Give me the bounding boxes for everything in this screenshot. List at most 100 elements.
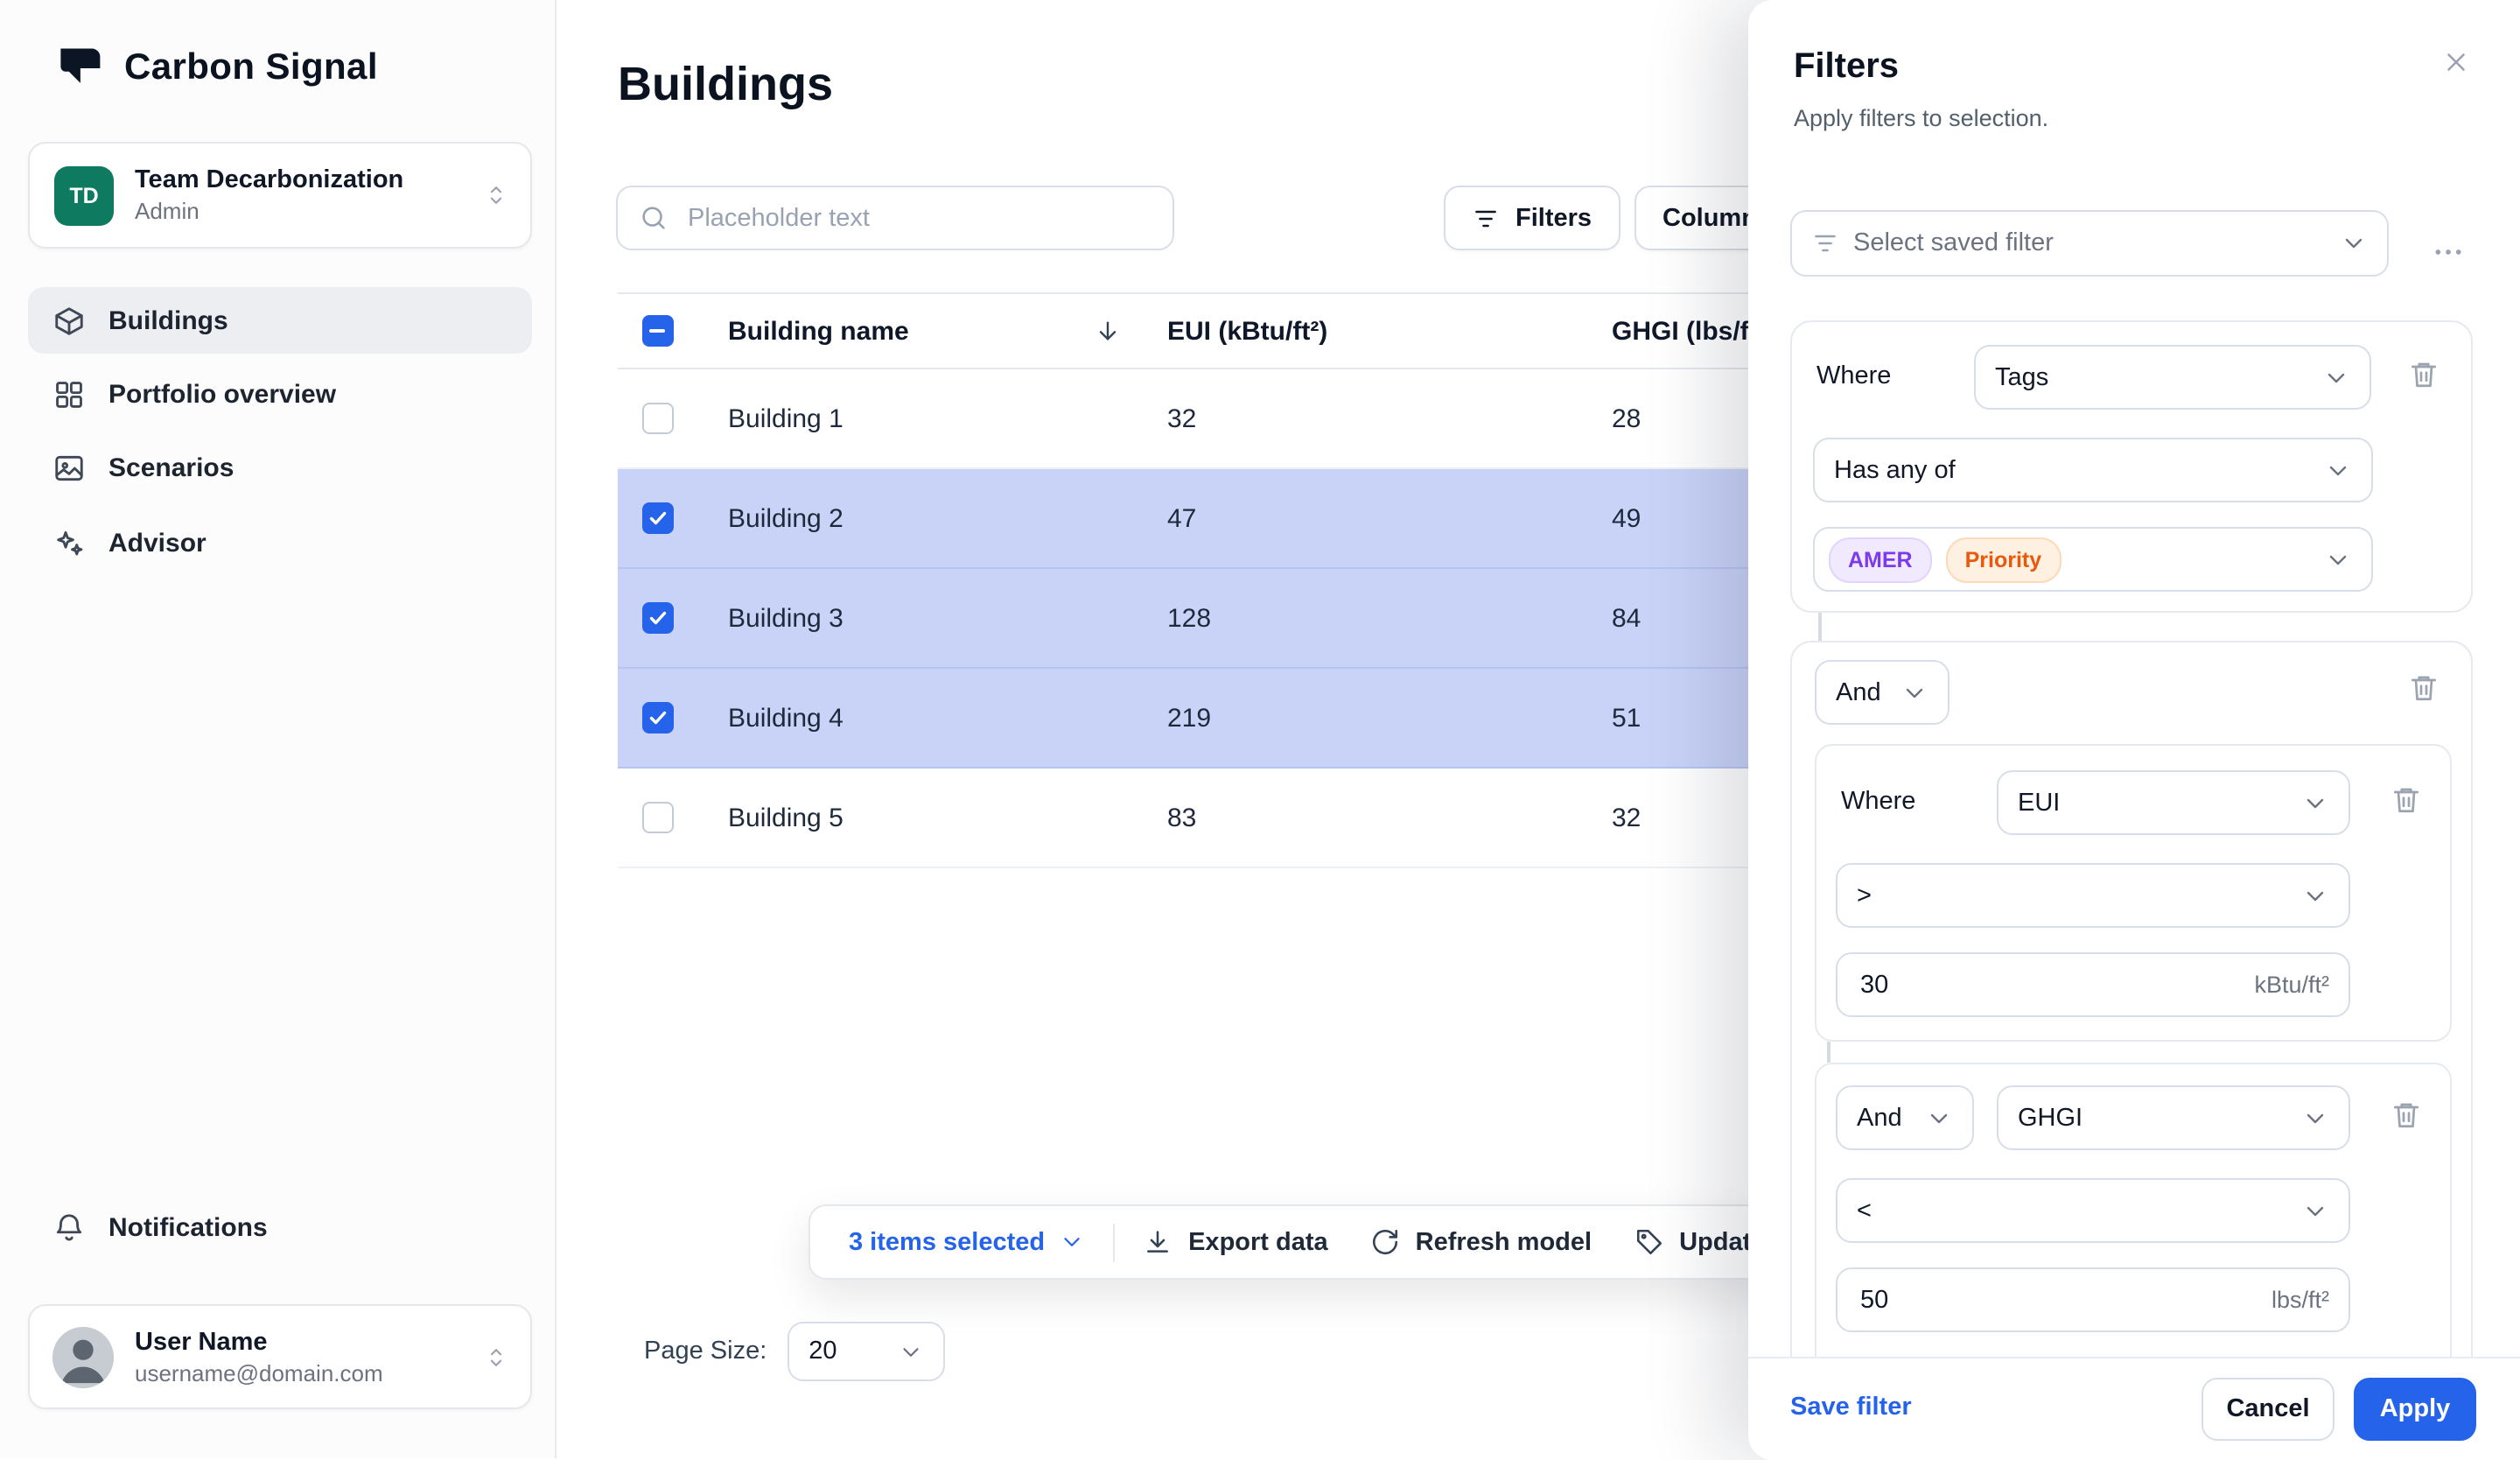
sidebar-item-scenarios[interactable]: Scenarios bbox=[28, 434, 532, 501]
chevron-down-icon bbox=[903, 1347, 919, 1356]
field-select-eui[interactable]: EUI bbox=[1997, 770, 2350, 835]
filters-panel-footer: Save filter Cancel Apply bbox=[1748, 1357, 2520, 1460]
building-name-cell: Building 3 bbox=[728, 603, 844, 633]
export-data-button[interactable]: Export data bbox=[1143, 1227, 1328, 1257]
save-filter-link[interactable]: Save filter bbox=[1790, 1393, 1912, 1421]
row-checkbox[interactable] bbox=[641, 602, 673, 634]
user-avatar-image bbox=[52, 1326, 114, 1387]
user-email: username@domain.com bbox=[135, 1359, 383, 1386]
ghgi-cell: 49 bbox=[1612, 503, 1642, 533]
download-icon bbox=[1143, 1227, 1172, 1257]
tags-value-select[interactable]: AMER Priority bbox=[1813, 527, 2373, 592]
selected-count-menu[interactable]: 3 items selected bbox=[849, 1228, 1085, 1256]
trash-icon[interactable] bbox=[2408, 359, 2440, 390]
page-size-select[interactable]: 20 bbox=[788, 1322, 946, 1381]
ghgi-cell: 51 bbox=[1612, 703, 1642, 733]
chevron-down-icon bbox=[2345, 238, 2362, 249]
chevron-down-icon bbox=[2306, 1205, 2324, 1216]
group-connector-line bbox=[1827, 1042, 1830, 1063]
refresh-model-button[interactable]: Refresh model bbox=[1370, 1227, 1592, 1257]
chevron-down-icon bbox=[1930, 1113, 1948, 1123]
brand-name: Carbon Signal bbox=[124, 47, 378, 88]
eui-cell: 83 bbox=[1167, 803, 1197, 832]
operator-select-ghgi[interactable]: < bbox=[1836, 1178, 2350, 1243]
row-checkbox[interactable] bbox=[641, 403, 673, 434]
conjunction-select[interactable]: And bbox=[1815, 660, 1950, 725]
chevron-down-icon bbox=[2306, 890, 2324, 901]
filter-lines-icon bbox=[1472, 204, 1500, 232]
sidebar-item-buildings[interactable]: Buildings bbox=[28, 287, 532, 354]
user-selector[interactable]: User Name username@domain.com bbox=[28, 1304, 532, 1409]
team-role: Admin bbox=[135, 198, 200, 224]
cancel-button[interactable]: Cancel bbox=[2202, 1378, 2334, 1441]
value-input-group: lbs/ft² bbox=[1836, 1267, 2350, 1332]
chevron-down-icon bbox=[2328, 372, 2345, 383]
sidebar-item-portfolio-overview[interactable]: Portfolio overview bbox=[28, 361, 532, 427]
sparkles-icon bbox=[52, 526, 86, 559]
chevron-down-icon bbox=[1906, 687, 1923, 698]
eui-value-input[interactable] bbox=[1857, 969, 2241, 1000]
team-selector[interactable]: TD Team Decarbonization Admin bbox=[28, 142, 532, 249]
unfold-icon bbox=[483, 182, 509, 208]
chevron-down-icon bbox=[1064, 1238, 1080, 1246]
row-checkbox[interactable] bbox=[641, 502, 673, 534]
row-checkbox[interactable] bbox=[641, 802, 673, 833]
page-size-label: Page Size: bbox=[644, 1337, 767, 1365]
eui-cell: 219 bbox=[1167, 703, 1212, 733]
pagination: Page Size: 20 bbox=[618, 1322, 946, 1381]
building-name-cell: Building 5 bbox=[728, 803, 844, 832]
select-all-checkbox[interactable] bbox=[641, 315, 673, 347]
ghgi-cell: 84 bbox=[1612, 603, 1642, 633]
page-title: Buildings bbox=[618, 58, 833, 110]
search-box bbox=[616, 186, 1174, 250]
more-options-icon[interactable] bbox=[2424, 228, 2473, 277]
building-name-cell: Building 4 bbox=[728, 703, 844, 733]
close-icon[interactable] bbox=[2438, 44, 2474, 81]
building-name-cell: Building 2 bbox=[728, 503, 844, 533]
tag-chip-priority: Priority bbox=[1945, 537, 2062, 582]
trash-icon[interactable] bbox=[2390, 1099, 2422, 1131]
eui-cell: 128 bbox=[1167, 603, 1212, 633]
table-header-row: Building name EUI (kBtu/ft²) GHGI (lbs/f… bbox=[618, 292, 2473, 369]
eui-cell: 47 bbox=[1167, 503, 1197, 533]
ghgi-unit-label: lbs/ft² bbox=[2271, 1287, 2329, 1313]
filters-panel: Filters Apply filters to selection. Sele… bbox=[1748, 0, 2520, 1460]
chevron-down-icon bbox=[2306, 1113, 2324, 1123]
column-header-ghgi[interactable]: GHGI (lbs/ft²) bbox=[1612, 316, 1775, 346]
conjunction-select[interactable]: And bbox=[1836, 1085, 1974, 1150]
tag-chip-amer: AMER bbox=[1829, 537, 1932, 582]
image-icon bbox=[52, 451, 86, 484]
saved-filter-select[interactable]: Select saved filter bbox=[1790, 210, 2389, 277]
column-header-building-name[interactable]: Building name bbox=[728, 316, 909, 346]
sidebar-item-notifications[interactable]: Notifications bbox=[28, 1194, 532, 1260]
chevron-down-icon bbox=[2329, 465, 2347, 475]
field-select-ghgi[interactable]: GHGI bbox=[1997, 1085, 2350, 1150]
apply-button[interactable]: Apply bbox=[2354, 1378, 2476, 1441]
trash-icon[interactable] bbox=[2390, 784, 2422, 816]
chevron-down-icon bbox=[2306, 797, 2324, 808]
ghgi-value-input[interactable] bbox=[1857, 1284, 2258, 1316]
trash-icon[interactable] bbox=[2408, 672, 2440, 704]
sidebar: Carbon Signal TD Team Decarbonization Ad… bbox=[0, 0, 556, 1458]
search-input[interactable] bbox=[684, 202, 1152, 234]
value-input-group: kBtu/ft² bbox=[1836, 952, 2350, 1017]
sort-descending-icon[interactable] bbox=[1094, 317, 1122, 345]
row-checkbox[interactable] bbox=[641, 702, 673, 734]
filters-button[interactable]: Filters bbox=[1444, 186, 1620, 250]
field-select-tags[interactable]: Tags bbox=[1974, 345, 2371, 410]
filter-lines-icon bbox=[1811, 229, 1839, 257]
column-header-eui[interactable]: EUI (kBtu/ft²) bbox=[1167, 316, 1328, 346]
operator-select-tags[interactable]: Has any of bbox=[1813, 438, 2373, 502]
brand: Carbon Signal bbox=[52, 42, 378, 95]
operator-select-eui[interactable]: > bbox=[1836, 863, 2350, 928]
search-icon bbox=[639, 203, 668, 233]
update-tags-button[interactable]: Update bbox=[1634, 1227, 1765, 1257]
divider bbox=[1113, 1223, 1116, 1261]
ghgi-cell: 28 bbox=[1612, 404, 1642, 433]
filters-panel-subtitle: Apply filters to selection. bbox=[1794, 105, 2049, 131]
chevron-down-icon bbox=[2329, 554, 2347, 565]
brand-logo-icon bbox=[52, 42, 105, 95]
cube-icon bbox=[52, 304, 86, 337]
team-name: Team Decarbonization bbox=[135, 166, 404, 194]
sidebar-item-advisor[interactable]: Advisor bbox=[28, 509, 532, 576]
